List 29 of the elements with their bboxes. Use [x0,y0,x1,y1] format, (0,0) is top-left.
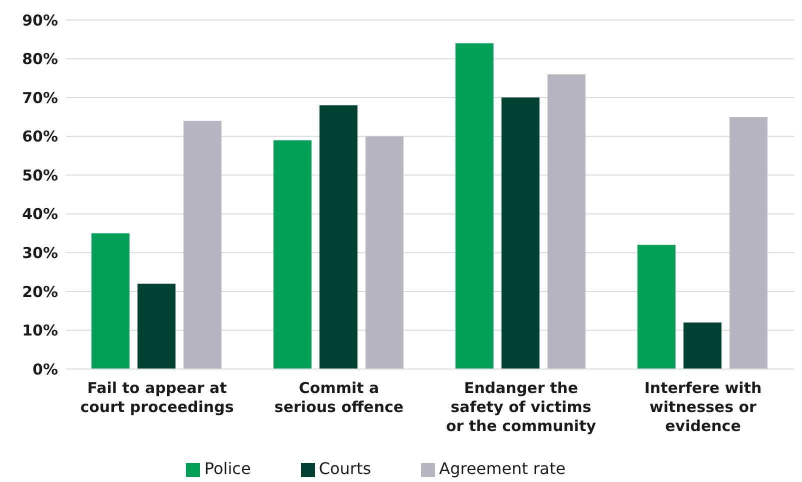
bar [547,74,586,369]
y-tick-label: 10% [22,322,58,340]
legend-label: Courts [318,459,372,478]
bar [319,105,358,369]
y-tick-label: 50% [22,166,58,184]
bar [729,116,768,369]
x-tick-label: Fail to appear at court proceedings [80,379,234,416]
bar [273,140,312,369]
bar [137,284,176,369]
y-tick-label: 90% [22,11,58,30]
bar [365,136,404,369]
y-tick-label: 60% [22,128,58,146]
y-tick-label: 70% [22,88,58,107]
bar [637,244,676,369]
y-tick-label: 20% [22,282,58,301]
bar [683,322,722,369]
bar [91,233,130,369]
legend-label: Police [204,459,251,478]
x-tick-label: Commit a serious offence [274,379,404,416]
bar [455,43,494,369]
bar [183,120,222,369]
legend-label: Agreement rate [439,459,566,478]
y-tick-label: 0% [32,360,58,378]
y-tick-label: 30% [22,244,58,262]
y-tick-label: 40% [22,205,58,224]
x-tick-label: Endanger the safety of victims or the community [446,379,596,435]
x-tick-label: Interfere with witnesses or evidence [644,379,762,435]
bar [501,98,540,369]
y-tick-label: 80% [22,50,58,68]
